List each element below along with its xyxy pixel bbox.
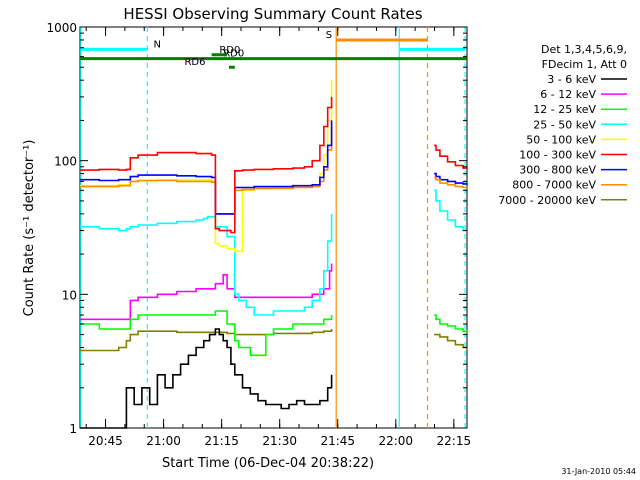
chart-title: HESSI Observing Summary Count Rates [123,5,422,23]
series-line [80,96,333,234]
legend-entry-label: 50 - 100 keV [526,133,596,146]
series-line-post-gap [434,176,468,189]
legend-entry-label: 800 - 7000 keV [512,179,596,192]
series-line [80,80,333,253]
series-line-post-gap [434,144,468,169]
flag-label: N [154,39,161,50]
legend-header: FDecim 1, Att 0 [542,58,627,71]
time-markers [80,27,466,428]
x-tick-label: 21:45 [320,434,355,448]
legend: Det 1,3,4,5,6,9, FDecim 1, Att 0 3 - 6 keV… [498,43,627,207]
x-tick-label: 21:30 [262,434,297,448]
series-line [80,263,333,321]
series-line [80,310,333,357]
legend-entry-label: 3 - 6 keV [547,73,596,86]
series-line [80,120,333,215]
series-line [80,329,333,352]
x-tick-label: 22:00 [378,434,413,448]
flag-label: RD0 [219,45,240,56]
y-tick-label: 1 [69,422,77,436]
y-tick-label: 10 [62,288,77,302]
series-line-post-gap [434,333,468,351]
legend-entry-label: 300 - 800 keV [519,164,596,177]
flag-label: S [326,30,332,41]
y-axis-label: Count Rate (s⁻¹ detector⁻¹) [22,140,37,317]
series-line [80,328,333,429]
data-series [80,80,468,429]
flag-label: RD0 [223,49,244,60]
series-line-post-gap [434,189,467,232]
x-tick-label: 21:00 [146,434,181,448]
legend-entry-label: 6 - 12 keV [540,88,596,101]
x-tick-label: 21:15 [204,434,239,448]
legend-entry-label: 12 - 25 keV [533,103,596,116]
series-line [80,213,333,316]
generation-timestamp: 31-Jan-2010 05:44 [561,467,636,476]
legend-entry-label: 100 - 300 keV [519,149,596,162]
x-axis: 20:45 21:00 21:15 21:30 21:45 22:00 22:15 [85,27,472,448]
flag-label: RD6 [184,57,205,68]
legend-entry-label: 25 - 50 keV [533,118,596,131]
x-tick-label: 20:45 [88,434,123,448]
y-axis: 1 10 100 1000 [46,21,467,436]
x-axis-label: Start Time (06-Dec-04 20:38:22) [162,456,374,471]
y-tick-label: 1000 [46,21,77,35]
legend-entry-label: 7000 - 20000 keV [498,194,596,207]
x-tick-label: 22:15 [437,434,472,448]
y-tick-label: 100 [54,155,77,169]
series-line-post-gap [434,314,468,333]
legend-header: Det 1,3,4,5,6,9, [541,43,627,56]
